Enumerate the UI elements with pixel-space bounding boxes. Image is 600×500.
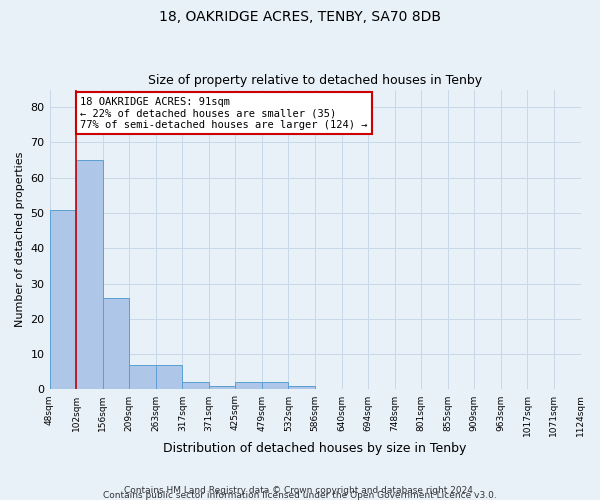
Text: 18, OAKRIDGE ACRES, TENBY, SA70 8DB: 18, OAKRIDGE ACRES, TENBY, SA70 8DB [159, 10, 441, 24]
Bar [50, 210, 76, 390]
Title: Size of property relative to detached houses in Tenby: Size of property relative to detached ho… [148, 74, 482, 87]
Bar [262, 382, 289, 390]
Text: 18 OAKRIDGE ACRES: 91sqm
← 22% of detached houses are smaller (35)
77% of semi-d: 18 OAKRIDGE ACRES: 91sqm ← 22% of detach… [80, 96, 368, 130]
Bar [182, 382, 209, 390]
Bar [209, 386, 235, 390]
Text: Contains public sector information licensed under the Open Government Licence v3: Contains public sector information licen… [103, 491, 497, 500]
Bar [129, 365, 156, 390]
Bar [289, 386, 315, 390]
Bar [103, 298, 129, 390]
X-axis label: Distribution of detached houses by size in Tenby: Distribution of detached houses by size … [163, 442, 467, 455]
Y-axis label: Number of detached properties: Number of detached properties [15, 152, 25, 327]
Bar [76, 160, 103, 390]
Bar [156, 365, 182, 390]
Bar [235, 382, 262, 390]
Text: Contains HM Land Registry data © Crown copyright and database right 2024.: Contains HM Land Registry data © Crown c… [124, 486, 476, 495]
